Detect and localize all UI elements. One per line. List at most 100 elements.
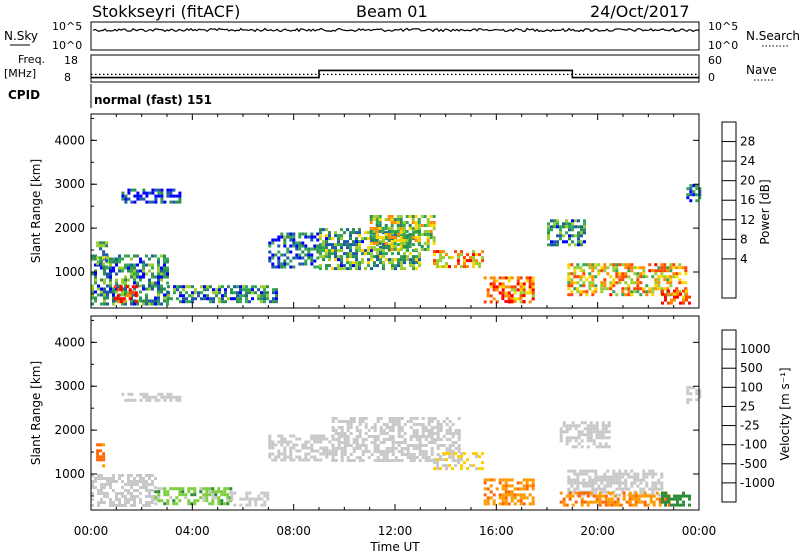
power-cell bbox=[163, 287, 166, 291]
power-cell bbox=[624, 272, 628, 276]
power-cell bbox=[325, 237, 328, 241]
power-cell bbox=[676, 292, 679, 296]
power-cell bbox=[673, 298, 676, 302]
power-cell bbox=[408, 245, 412, 248]
power-cell bbox=[145, 254, 148, 258]
nsky-panel-frame bbox=[90, 21, 700, 51]
power-cell bbox=[550, 240, 553, 244]
velocity-cell bbox=[486, 502, 490, 506]
velocity-cell bbox=[160, 499, 164, 503]
velocity-cell bbox=[451, 452, 454, 456]
power-cell bbox=[115, 257, 118, 261]
velocity-cell bbox=[202, 496, 206, 500]
power-cell bbox=[277, 259, 281, 263]
velocity-cell bbox=[248, 503, 252, 507]
power-cell bbox=[275, 291, 278, 295]
velocity-cell bbox=[193, 487, 197, 491]
velocity-cell bbox=[397, 432, 401, 435]
velocity-cell bbox=[91, 483, 94, 486]
power-cell bbox=[661, 289, 664, 293]
power-cell bbox=[283, 259, 287, 263]
power-cell bbox=[372, 230, 376, 233]
velocity-cell bbox=[245, 491, 249, 495]
velocity-cell bbox=[307, 446, 311, 450]
velocity-cell bbox=[121, 486, 124, 489]
velocity-cell bbox=[559, 427, 563, 431]
velocity-cell bbox=[376, 447, 380, 450]
power-cell bbox=[105, 259, 109, 263]
velocity-cell bbox=[427, 441, 431, 444]
power-cell bbox=[385, 231, 388, 235]
velocity-cell bbox=[211, 493, 215, 497]
power-cell bbox=[316, 265, 320, 269]
power-cell bbox=[397, 252, 400, 256]
power-cell bbox=[636, 278, 640, 282]
power-cell bbox=[283, 262, 287, 266]
power-cell bbox=[142, 191, 146, 195]
velocity-cell bbox=[266, 491, 270, 495]
velocity-cell bbox=[610, 491, 614, 495]
power-cell bbox=[385, 258, 388, 262]
power-cell bbox=[553, 219, 556, 223]
velocity-cell bbox=[601, 433, 605, 437]
velocity-cell bbox=[442, 444, 446, 447]
velocity-cell bbox=[513, 487, 517, 491]
power-cell bbox=[579, 278, 583, 282]
velocity-cell bbox=[592, 442, 596, 446]
velocity-cell bbox=[421, 432, 425, 435]
power-cell bbox=[227, 285, 230, 289]
power-cell bbox=[124, 194, 128, 198]
velocity-cell bbox=[448, 455, 451, 459]
velocity-cell bbox=[580, 439, 584, 443]
power-cell bbox=[160, 275, 163, 279]
velocity-cell bbox=[531, 502, 535, 506]
velocity-cell bbox=[568, 494, 572, 498]
power-cell bbox=[188, 294, 191, 298]
power-cell bbox=[507, 285, 511, 289]
velocity-cell bbox=[655, 491, 659, 495]
velocity-cell bbox=[501, 502, 505, 506]
power-cell bbox=[268, 241, 272, 245]
velocity-cell bbox=[433, 458, 436, 462]
velocity-cell bbox=[310, 443, 314, 447]
power-cell bbox=[565, 222, 568, 226]
date-title: 24/Oct/2017 bbox=[590, 2, 690, 21]
power-cell bbox=[379, 261, 382, 265]
velocity-cell bbox=[193, 499, 197, 503]
velocity-colorbar-tick-label: 25 bbox=[740, 399, 755, 413]
velocity-cell bbox=[133, 495, 136, 498]
power-cell bbox=[439, 253, 442, 257]
power-cell bbox=[337, 249, 340, 253]
power-cell bbox=[577, 219, 580, 223]
velocity-cell bbox=[522, 502, 526, 506]
velocity-cell bbox=[445, 417, 449, 420]
velocity-cell bbox=[445, 452, 448, 456]
velocity-cell bbox=[139, 477, 142, 480]
velocity-cell bbox=[621, 481, 625, 485]
velocity-cell bbox=[451, 467, 454, 471]
power-cell bbox=[358, 240, 361, 244]
velocity-cell bbox=[127, 392, 131, 396]
velocity-cell bbox=[630, 481, 634, 485]
velocity-cell bbox=[472, 464, 475, 468]
power-cell bbox=[612, 284, 616, 288]
power-cell bbox=[568, 243, 571, 247]
velocity-cell bbox=[565, 494, 569, 498]
power-cell bbox=[355, 237, 358, 241]
velocity-cell bbox=[102, 455, 106, 459]
power-cell bbox=[412, 267, 415, 271]
power-cell bbox=[550, 219, 553, 223]
power-cell bbox=[639, 275, 643, 279]
power-cell bbox=[633, 290, 637, 294]
power-cell bbox=[591, 278, 595, 282]
power-cell bbox=[96, 256, 100, 260]
velocity-cell bbox=[115, 495, 118, 498]
velocity-cell bbox=[457, 417, 461, 420]
power-cell bbox=[115, 272, 118, 276]
power-cell bbox=[166, 272, 169, 276]
velocity-cell bbox=[412, 447, 416, 450]
velocity-cell bbox=[373, 447, 377, 450]
power-cell bbox=[185, 285, 188, 289]
power-cell bbox=[197, 294, 200, 298]
velocity-cell bbox=[412, 423, 416, 426]
